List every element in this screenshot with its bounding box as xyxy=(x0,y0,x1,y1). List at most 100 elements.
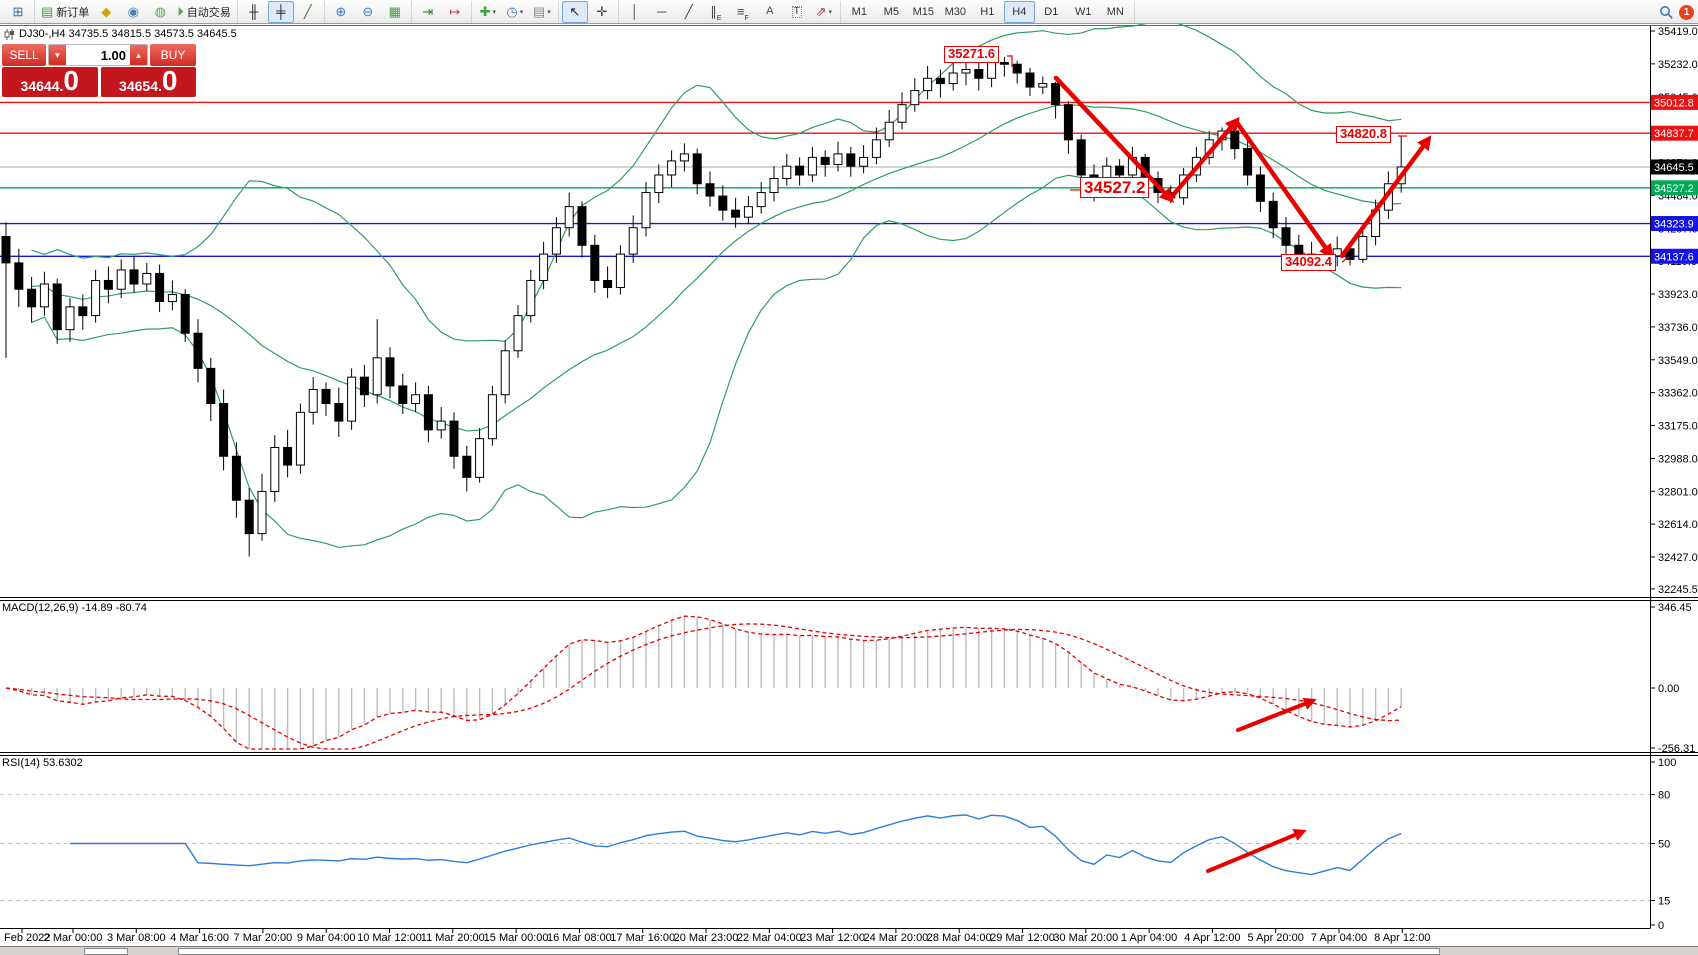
timeframe-m5-button[interactable]: M5 xyxy=(883,5,899,18)
market-button[interactable]: ◆ xyxy=(93,1,119,23)
periods-button[interactable]: ◷ ▾ xyxy=(502,1,528,23)
svg-text:100: 100 xyxy=(1658,757,1676,769)
trendline-button[interactable]: ╱ xyxy=(676,1,702,23)
signals-button[interactable]: ◍ xyxy=(147,1,173,23)
timeframe-w1-button[interactable]: W1 xyxy=(1075,5,1092,18)
sell-price[interactable]: 34644. 0 xyxy=(2,67,98,97)
fibonacci-sub-label: F xyxy=(744,14,749,22)
svg-text:4 Mar 16:00: 4 Mar 16:00 xyxy=(170,932,229,944)
line-chart-icon: ╱ xyxy=(303,4,312,19)
cursor-button[interactable]: ↖ xyxy=(561,0,588,23)
zoom-in-icon: ⊕ xyxy=(335,4,347,19)
volume-increase-button[interactable]: ▲ xyxy=(130,45,147,65)
shapes-button[interactable]: ⇗ ▾ xyxy=(811,1,837,23)
channel-sub-label: E xyxy=(716,14,722,22)
svg-text:7 Mar 20:00: 7 Mar 20:00 xyxy=(234,932,293,944)
svg-text:34323.9: 34323.9 xyxy=(1654,219,1694,231)
svg-text:9 Mar 04:00: 9 Mar 04:00 xyxy=(297,932,356,944)
timeframe-m30-button[interactable]: M30 xyxy=(944,5,966,18)
chart-title: DJ30-,H4 34735.5 34815.5 34573.5 34645.5 xyxy=(4,28,237,40)
notification-badge[interactable]: 1 xyxy=(1679,4,1694,20)
svg-text:15: 15 xyxy=(1658,896,1670,908)
channel-button[interactable]: ∥ E xyxy=(703,1,729,23)
candle-chart-button[interactable]: ╪ xyxy=(267,0,294,23)
search-icon[interactable] xyxy=(1659,5,1674,20)
timeframe-m15-button[interactable]: M15 xyxy=(912,5,934,18)
svg-text:32427.0: 32427.0 xyxy=(1658,552,1698,564)
svg-text:33549.0: 33549.0 xyxy=(1658,355,1698,367)
svg-text:4 Apr 12:00: 4 Apr 12:00 xyxy=(1184,932,1240,944)
crosshair-button[interactable]: ✛ xyxy=(589,1,615,23)
volume-input[interactable] xyxy=(66,45,130,65)
autotrade-icon: ⏵ xyxy=(177,4,184,19)
bar-chart-button[interactable]: ╫ xyxy=(241,1,267,23)
line-chart-button[interactable]: ╱ xyxy=(295,1,321,23)
community-button[interactable]: ◉ xyxy=(120,1,146,23)
timeframe-mn-button[interactable]: MN xyxy=(1106,5,1124,18)
status-segment xyxy=(178,948,1440,955)
svg-text:35419.0: 35419.0 xyxy=(1658,26,1698,38)
price-annotation: 34820.8 xyxy=(1336,126,1391,143)
zoom-in-button[interactable]: ⊕ xyxy=(328,1,354,23)
chart-window-icon: ⊞ xyxy=(12,4,24,19)
svg-text:10 Mar 12:00: 10 Mar 12:00 xyxy=(357,932,422,944)
text-button[interactable]: A xyxy=(757,1,783,23)
status-bar xyxy=(0,946,1698,955)
chart-shift-icon: ↦ xyxy=(449,4,461,19)
text-label-button[interactable]: T xyxy=(784,1,810,23)
svg-text:16 Mar 08:00: 16 Mar 08:00 xyxy=(547,932,612,944)
svg-text:5 Apr 20:00: 5 Apr 20:00 xyxy=(1248,932,1304,944)
svg-text:30 Mar 20:00: 30 Mar 20:00 xyxy=(1053,932,1118,944)
svg-text:33175.0: 33175.0 xyxy=(1658,421,1698,433)
indicators-button[interactable]: ✚ ▾ xyxy=(475,1,501,23)
tile-windows-button[interactable]: ▦ xyxy=(382,1,408,23)
timeframe-h4-button[interactable]: H4 xyxy=(1003,0,1035,23)
periods-icon: ◷ xyxy=(506,4,518,19)
svg-text:33736.0: 33736.0 xyxy=(1658,322,1698,334)
autotrade-label: 自动交易 xyxy=(186,6,231,19)
sell-button[interactable]: SELL xyxy=(2,44,46,66)
svg-text:0: 0 xyxy=(1658,920,1664,932)
dropdown-caret-icon: ▾ xyxy=(519,8,524,16)
timeframe-d1-button[interactable]: D1 xyxy=(1044,5,1059,18)
crosshair-icon: ✛ xyxy=(596,4,608,19)
horizontal-line-icon: ─ xyxy=(657,4,667,19)
price-annotation: 35271.6 xyxy=(944,46,999,63)
volume-decrease-button[interactable]: ▼ xyxy=(49,45,66,65)
new-order-label: 新订单 xyxy=(56,6,90,19)
svg-text:32988.0: 32988.0 xyxy=(1658,453,1698,465)
horizontal-line-button[interactable]: ─ xyxy=(649,1,675,23)
indicators-icon: ✚ xyxy=(479,4,491,19)
timeframe-m1-button[interactable]: M1 xyxy=(851,5,867,18)
svg-text:32245.5: 32245.5 xyxy=(1658,584,1698,596)
buy-price-pip: 0 xyxy=(161,65,178,96)
chart-shift-button[interactable]: ↦ xyxy=(442,1,468,23)
market-icon: ◆ xyxy=(101,4,112,19)
vertical-line-icon: │ xyxy=(630,4,639,19)
svg-text:8 Apr 12:00: 8 Apr 12:00 xyxy=(1374,932,1430,944)
svg-text:28 Mar 04:00: 28 Mar 04:00 xyxy=(927,932,992,944)
dropdown-caret-icon: ▾ xyxy=(492,8,496,16)
macd-label: MACD(12,26,9) -14.89 -80.74 xyxy=(2,602,147,614)
buy-button[interactable]: BUY xyxy=(150,44,196,66)
vertical-line-button[interactable]: │ xyxy=(622,1,648,23)
zoom-out-button[interactable]: ⊖ xyxy=(355,1,381,23)
templates-button[interactable]: ▤ ▾ xyxy=(529,1,555,23)
chart-window-button[interactable]: ⊞ xyxy=(5,1,31,23)
buy-price[interactable]: 34654. 0 xyxy=(100,65,196,97)
svg-text:0.00: 0.00 xyxy=(1658,683,1679,695)
autotrade-button[interactable]: ⏵ 自动交易 xyxy=(174,1,234,23)
svg-text:29 Mar 12:00: 29 Mar 12:00 xyxy=(990,932,1055,944)
shapes-icon: ⇗ xyxy=(815,4,827,19)
price-annotation: 34527.2 xyxy=(1080,177,1150,199)
fibonacci-button[interactable]: ≡ F xyxy=(730,1,756,23)
fibonacci-icon: ≡ xyxy=(736,4,745,19)
timeframe-h1-button[interactable]: H1 xyxy=(980,5,995,18)
svg-text:34137.6: 34137.6 xyxy=(1654,251,1694,263)
auto-scroll-button[interactable]: ⇥ xyxy=(415,1,441,23)
new-order-button[interactable]: ▤ 新订单 xyxy=(38,1,92,23)
status-segment xyxy=(84,948,128,955)
svg-text:1 Apr 04:00: 1 Apr 04:00 xyxy=(1121,932,1177,944)
